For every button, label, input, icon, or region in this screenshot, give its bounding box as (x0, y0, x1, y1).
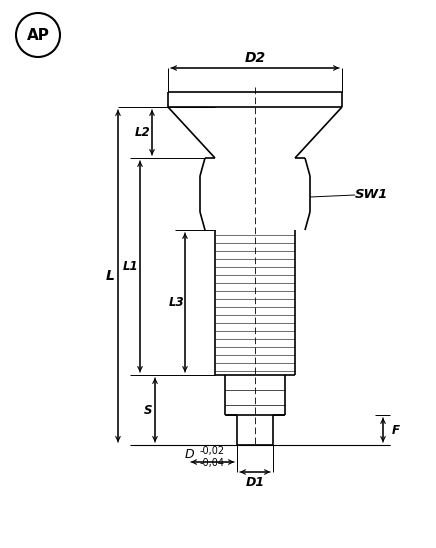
Text: -0,02
-0,04: -0,02 -0,04 (200, 446, 225, 468)
Text: AP: AP (27, 27, 49, 43)
Text: $D$: $D$ (184, 448, 195, 460)
Text: L2: L2 (135, 126, 151, 139)
Text: SW1: SW1 (355, 189, 388, 202)
Text: D2: D2 (245, 51, 266, 65)
Text: S: S (144, 403, 152, 416)
Text: L3: L3 (169, 296, 185, 309)
Text: D1: D1 (245, 476, 265, 488)
Text: L1: L1 (123, 260, 139, 273)
Text: F: F (392, 424, 400, 437)
Text: L: L (106, 269, 114, 283)
